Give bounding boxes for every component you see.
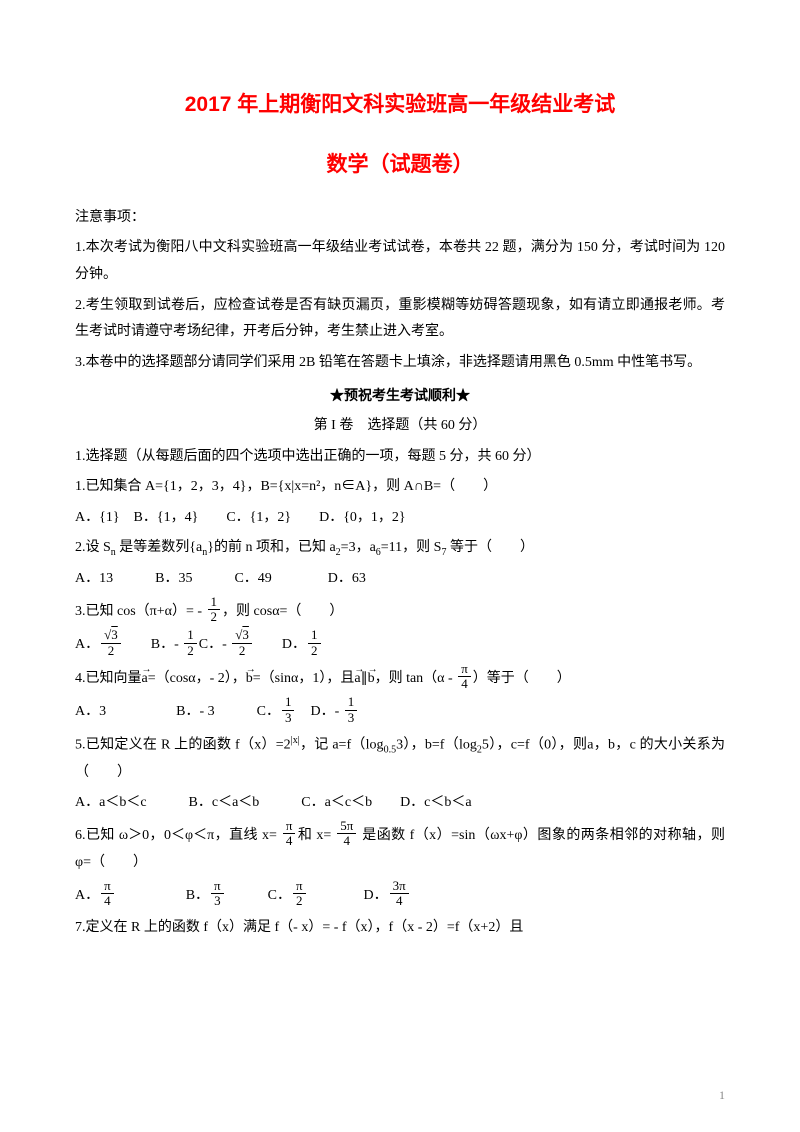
- question-7: 7.定义在 R 上的函数 f（x）满足 f（- x）= - f（x），f（x -…: [75, 915, 725, 942]
- question-2: 2.设 Sn 是等差数列{an}的前 n 项和，已知 a2=3，a6=11，则 …: [75, 535, 725, 562]
- question-4-options: A．3 B．- 3 C．13 D．- 13: [75, 697, 725, 727]
- notice-2: 2.考生领取到试卷后，应检查试卷是否有缺页漏页，重影模糊等妨碍答题现象，如有请立…: [75, 293, 725, 346]
- question-2-options: A．13 B．35 C．49 D．63: [75, 566, 725, 593]
- question-4: 4.已知向量a=（cosα，- 2），b=（sinα，1），且a∥b，则 tan…: [75, 664, 725, 694]
- notice-header: 注意事项：: [75, 205, 725, 232]
- wish-text: ★预祝考生考试顺利★: [75, 382, 725, 409]
- question-6: 6.已知 ω＞0，0＜φ＜π，直线 x= π4和 x= 5π4 是函数 f（x）…: [75, 821, 725, 877]
- question-3-options: A．√32 B．- 12C．- √32 D．12: [75, 630, 725, 660]
- question-5: 5.已知定义在 R 上的函数 f（x）=2|x|，记 a=f（log0.53），…: [75, 731, 725, 786]
- title-sub: 数学（试题卷）: [75, 145, 725, 185]
- question-3: 3.已知 cos（π+α）= - 12，则 cosα=（ ）: [75, 597, 725, 627]
- section-1-header: 1.选择题（从每题后面的四个选项中选出正确的一项，每题 5 分，共 60 分）: [75, 444, 725, 471]
- question-6-options: A．π4 B．π3 C．π2 D．3π4: [75, 881, 725, 911]
- fraction: 12: [208, 595, 221, 625]
- part-1-header: 第 I 卷 选择题（共 60 分）: [75, 413, 725, 440]
- vector-b: b: [246, 671, 253, 686]
- vector-a: a: [142, 671, 148, 686]
- page-number: 1: [719, 1084, 725, 1107]
- question-1: 1.已知集合 A={1，2，3，4}，B={x|x=n²，n∈A}，则 A∩B=…: [75, 474, 725, 501]
- question-5-options: A．a＜b＜c B．c＜a＜b C．a＜c＜b D．c＜b＜a: [75, 790, 725, 817]
- notice-1: 1.本次考试为衡阳八中文科实验班高一年级结业考试试卷，本卷共 22 题，满分为 …: [75, 235, 725, 288]
- question-1-options: A．{1} B．{1，4} C．{1，2} D．{0，1，2}: [75, 505, 725, 532]
- title-main: 2017 年上期衡阳文科实验班高一年级结业考试: [75, 85, 725, 125]
- notice-3: 3.本卷中的选择题部分请同学们采用 2B 铅笔在答题卡上填涂，非选择题请用黑色 …: [75, 350, 725, 377]
